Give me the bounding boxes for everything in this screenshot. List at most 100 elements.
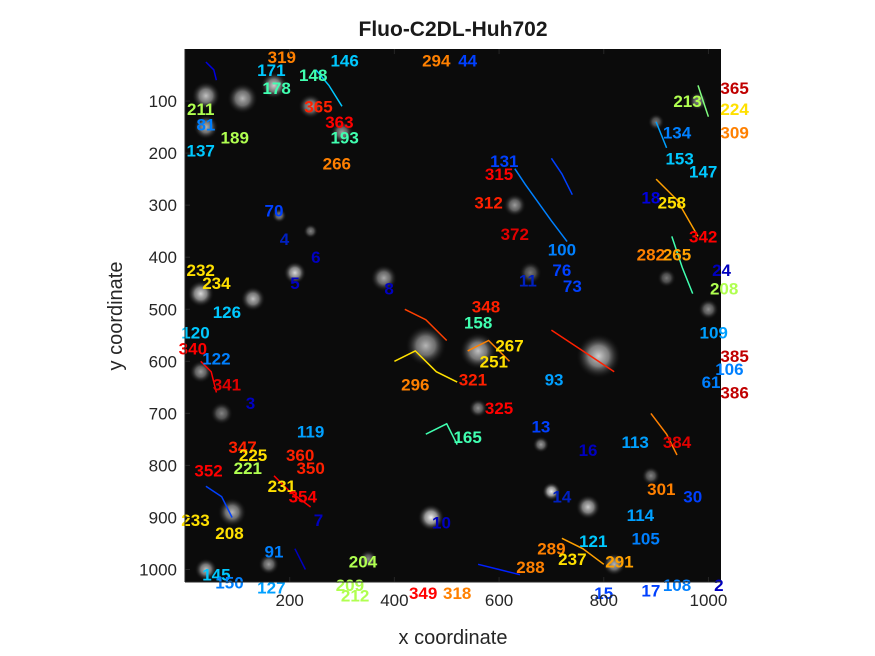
track-label-28: 119 xyxy=(297,423,324,442)
track-label-77: 309 xyxy=(720,123,748,142)
track-label-92: 114 xyxy=(627,506,655,525)
cell-19 xyxy=(417,503,445,532)
y-tick-label-2: 300 xyxy=(149,196,177,215)
track-label-19: 234 xyxy=(202,274,231,293)
track-16 xyxy=(650,412,678,456)
track-label-51: 158 xyxy=(464,313,492,332)
track-label-10: 81 xyxy=(196,115,215,134)
track-label-65: 312 xyxy=(474,194,502,213)
track-label-69: 18 xyxy=(641,188,660,207)
track-label-42: 145 xyxy=(202,566,230,585)
x-axis-label: x coordinate xyxy=(399,627,508,649)
track-label-34: 350 xyxy=(296,459,324,478)
track-7 xyxy=(671,236,694,294)
track-label-44: 127 xyxy=(257,579,285,598)
track-label-39: 208 xyxy=(215,524,243,543)
track-label-88: 113 xyxy=(621,433,648,452)
track-label-72: 342 xyxy=(689,227,717,246)
track-label-43: 150 xyxy=(215,574,243,593)
track-label-8: 137 xyxy=(187,141,215,160)
y-tick-label-3: 400 xyxy=(149,248,177,267)
track-label-100: 108 xyxy=(663,576,691,595)
cell-10 xyxy=(187,280,215,308)
cell-18 xyxy=(541,482,561,501)
cell-5 xyxy=(330,120,354,144)
track-label-98: 237 xyxy=(558,550,586,569)
y-tick-label-7: 800 xyxy=(149,456,177,475)
track-label-21: 8 xyxy=(384,279,393,298)
track-label-41: 204 xyxy=(349,553,378,572)
track-14 xyxy=(273,475,312,508)
track-label-93: 14 xyxy=(552,488,571,507)
track-label-81: 208 xyxy=(710,279,738,298)
track-label-24: 340 xyxy=(179,339,207,358)
track-label-79: 147 xyxy=(689,162,717,181)
track-label-73: 365 xyxy=(720,79,748,98)
track-label-31: 360 xyxy=(286,446,314,465)
track-label-25: 122 xyxy=(202,350,230,369)
track-label-103: 2 xyxy=(714,576,723,595)
cell-33 xyxy=(641,466,661,486)
cell-11 xyxy=(240,286,266,312)
track-label-76: 134 xyxy=(663,123,692,142)
cell-20 xyxy=(217,497,247,527)
track-9 xyxy=(394,349,458,383)
cell-2 xyxy=(260,71,288,100)
track-label-15: 70 xyxy=(265,201,284,220)
cell-12 xyxy=(404,324,447,367)
track-label-61: 11 xyxy=(519,272,537,291)
track-label-36: 354 xyxy=(289,488,318,507)
track-label-35: 231 xyxy=(268,477,296,496)
y-tick-label-8: 900 xyxy=(149,508,177,527)
track-label-54: 267 xyxy=(495,337,523,356)
x-tick-label-3: 800 xyxy=(590,591,618,610)
track-label-6: 178 xyxy=(262,79,290,98)
track-17 xyxy=(200,360,218,393)
track-label-67: 131 xyxy=(490,152,518,171)
track-label-18: 232 xyxy=(187,261,215,280)
y-tick-label-6: 700 xyxy=(149,404,177,423)
track-label-59: 13 xyxy=(531,417,550,436)
cell-3 xyxy=(298,93,324,119)
track-label-78: 153 xyxy=(665,149,693,168)
track-label-2: 146 xyxy=(330,51,358,70)
track-label-87: 384 xyxy=(663,433,692,452)
track-label-45: 209 xyxy=(336,576,364,595)
y-tick-label-4: 500 xyxy=(149,300,177,319)
track-label-80: 24 xyxy=(712,261,731,280)
track-label-85: 386 xyxy=(720,384,748,403)
track-12 xyxy=(425,422,458,445)
track-label-70: 282 xyxy=(637,246,665,265)
track-label-5: 148 xyxy=(299,66,327,85)
track-label-58: 165 xyxy=(453,428,481,447)
cell-22 xyxy=(258,553,280,575)
track-13 xyxy=(205,485,233,518)
cell-8 xyxy=(283,261,307,285)
track-label-101: 15 xyxy=(594,584,613,603)
track-label-53: 251 xyxy=(480,352,508,371)
track-label-99: 291 xyxy=(605,553,633,572)
track-label-33: 352 xyxy=(194,462,222,481)
track-label-32: 221 xyxy=(234,459,262,478)
track-3 xyxy=(550,157,573,196)
track-label-75: 224 xyxy=(720,100,749,119)
axes: 200 400 600 800 1000 100 200 300 400 500 600 700 80… xyxy=(139,49,727,610)
track-label-14: 266 xyxy=(323,155,351,174)
y-tick-label-5: 600 xyxy=(149,352,177,371)
track-label-27: 3 xyxy=(246,394,255,413)
track-label-30: 225 xyxy=(239,446,267,465)
cell-27 xyxy=(657,268,676,288)
track-label-17: 6 xyxy=(311,248,320,267)
track-label-46: 212 xyxy=(341,587,369,606)
track-label-23: 120 xyxy=(181,324,209,343)
cell-6 xyxy=(271,208,287,223)
x-tick-label-2: 600 xyxy=(485,591,513,610)
track-label-96: 289 xyxy=(537,540,565,559)
track-label-22: 126 xyxy=(213,303,241,322)
track-label-16: 4 xyxy=(280,230,290,249)
track-4 xyxy=(697,85,710,117)
track-2 xyxy=(514,168,568,243)
track-label-62: 73 xyxy=(563,277,582,296)
